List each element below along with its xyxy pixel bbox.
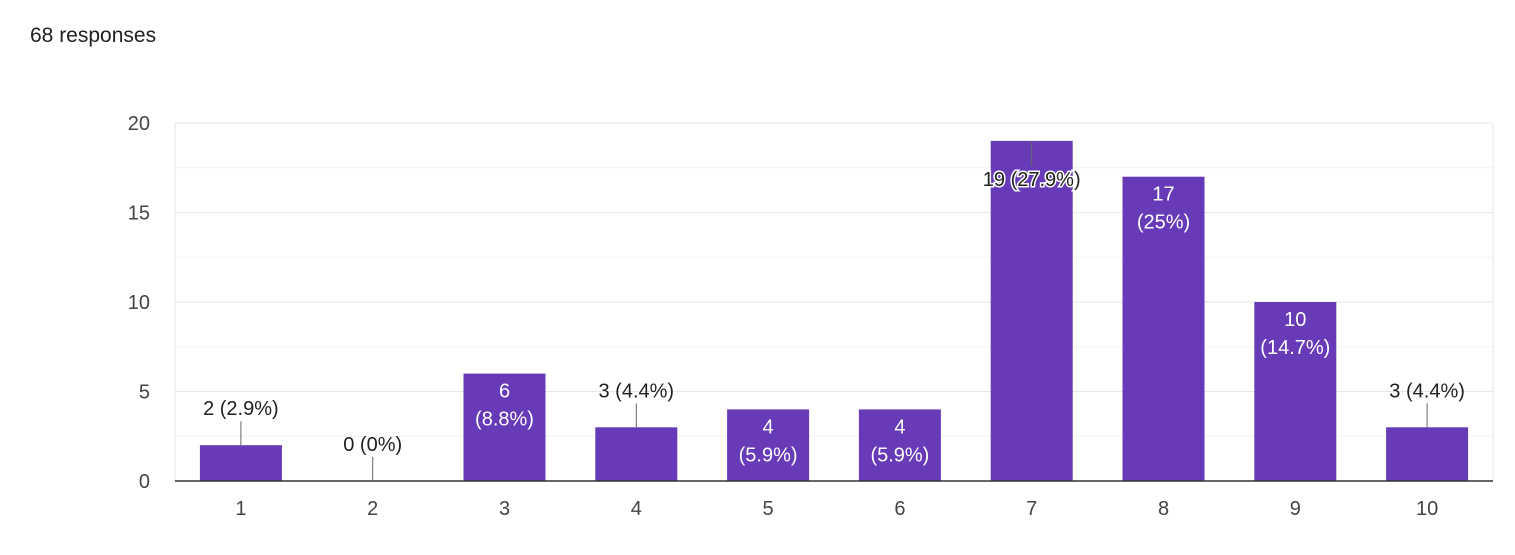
x-tick-label: 10 <box>1416 498 1438 520</box>
data-label: 19 (27.9%) <box>983 169 1081 191</box>
x-tick-label: 4 <box>631 498 642 520</box>
data-label: 6 (8.8%) <box>475 381 534 431</box>
response-count: 68 responses <box>30 24 157 47</box>
data-label: 2 (2.9%) <box>203 398 279 420</box>
x-tick-label: 6 <box>894 498 905 520</box>
bar <box>1122 176 1205 481</box>
bar <box>727 409 810 481</box>
y-tick-label: 0 <box>139 471 150 493</box>
x-tick-label: 5 <box>763 498 774 520</box>
bar <box>1386 427 1469 481</box>
data-label: 0 (0%) <box>343 434 402 456</box>
x-tick-label: 9 <box>1290 498 1301 520</box>
y-tick-label: 5 <box>139 382 150 404</box>
x-tick-label: 8 <box>1158 498 1169 520</box>
bar <box>463 373 546 481</box>
y-tick-label: 15 <box>128 203 150 225</box>
bar <box>1254 302 1337 481</box>
data-label: 4 (5.9%) <box>870 416 929 466</box>
data-label: 3 (4.4%) <box>599 380 675 402</box>
bar <box>858 409 941 481</box>
x-tick-label: 3 <box>499 498 510 520</box>
x-tick-label: 2 <box>367 498 378 520</box>
x-tick-label: 7 <box>1026 498 1037 520</box>
x-tick-label: 1 <box>235 498 246 520</box>
bar <box>990 140 1073 481</box>
data-label: 4 (5.9%) <box>739 416 798 466</box>
y-tick-label: 20 <box>128 113 150 135</box>
y-tick-label: 10 <box>128 292 150 314</box>
data-label: 17 (25%) <box>1137 184 1190 234</box>
data-label: 3 (4.4%) <box>1389 380 1465 402</box>
bar <box>595 427 678 481</box>
bar <box>199 445 282 481</box>
data-label: 10 (14.7%) <box>1260 309 1330 359</box>
